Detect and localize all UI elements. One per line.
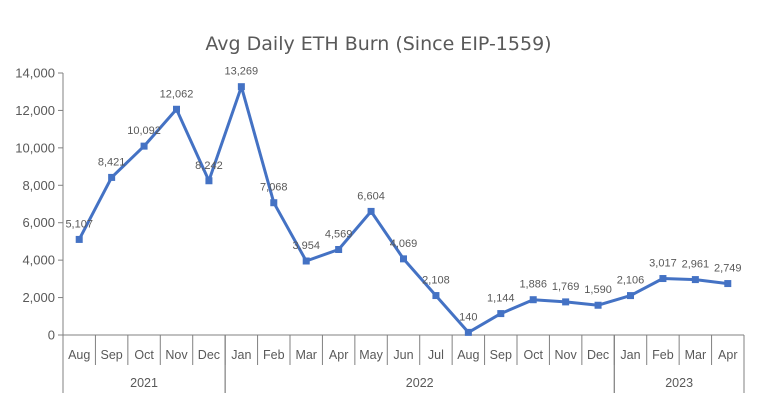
data-label: 140 <box>459 311 477 323</box>
x-tick-label: Jul <box>428 348 444 362</box>
x-tick-label: Apr <box>329 348 348 362</box>
data-marker <box>594 301 602 309</box>
data-marker <box>108 173 116 181</box>
x-tick-label: Mar <box>685 348 707 362</box>
data-marker <box>432 292 440 300</box>
x-tick-label: Jan <box>231 348 251 362</box>
y-tick-label: 4,000 <box>22 253 55 268</box>
x-tick-label: Nov <box>165 348 188 362</box>
data-marker <box>497 310 505 318</box>
x-tick-label: Dec <box>198 348 220 362</box>
data-label: 5,107 <box>65 218 93 230</box>
x-tick-label: Sep <box>490 348 512 362</box>
data-label: 2,108 <box>422 275 450 287</box>
x-tick-label: Oct <box>134 348 154 362</box>
x-tick-label: May <box>359 348 383 362</box>
x-tick-label: Aug <box>68 348 90 362</box>
data-label: 12,062 <box>160 88 194 100</box>
chart-title: Avg Daily ETH Burn (Since EIP-1559) <box>205 33 552 55</box>
x-tick-label: Oct <box>523 348 543 362</box>
data-label: 10,092 <box>127 125 161 137</box>
data-marker <box>237 83 245 91</box>
data-label: 6,604 <box>357 190 385 202</box>
data-label: 4,069 <box>390 238 418 250</box>
data-label: 2,106 <box>617 275 645 287</box>
y-tick-label: 14,000 <box>15 66 55 81</box>
data-label: 8,242 <box>195 160 223 172</box>
data-marker <box>464 328 472 336</box>
x-tick-label: Mar <box>295 348 317 362</box>
x-tick-label: Aug <box>457 348 479 362</box>
x-tick-label: Nov <box>555 348 578 362</box>
data-marker <box>205 177 213 185</box>
data-marker <box>529 296 537 304</box>
y-tick-label: 6,000 <box>22 215 55 230</box>
x-tick-label: Feb <box>263 348 285 362</box>
x-tick-label: Jun <box>393 348 413 362</box>
data-marker <box>724 280 732 288</box>
data-marker <box>659 275 667 283</box>
data-label: 3,017 <box>649 258 677 270</box>
data-marker <box>400 255 407 263</box>
y-tick-label: 2,000 <box>22 290 55 305</box>
y-tick-label: 10,000 <box>15 140 55 155</box>
data-label: 1,886 <box>519 279 547 291</box>
data-label: 1,590 <box>584 284 612 296</box>
data-label: 7,068 <box>260 182 288 194</box>
data-label: 1,769 <box>552 281 580 293</box>
data-marker <box>140 142 148 150</box>
data-label: 8,421 <box>98 156 126 168</box>
x-group-label: 2022 <box>406 376 434 390</box>
data-marker <box>75 235 83 243</box>
x-tick-label: Jan <box>620 348 640 362</box>
data-label: 2,749 <box>714 263 742 275</box>
data-label: 1,144 <box>487 293 515 305</box>
data-label: 4,569 <box>325 228 353 240</box>
x-tick-label: Apr <box>718 348 737 362</box>
data-marker <box>173 105 180 113</box>
x-tick-label: Feb <box>652 348 674 362</box>
data-marker <box>335 245 343 253</box>
x-group-label: 2023 <box>665 376 693 390</box>
y-tick-label: 8,000 <box>22 178 55 193</box>
x-tick-label: Dec <box>587 348 609 362</box>
x-group-label: 2021 <box>130 376 158 390</box>
data-marker <box>691 276 699 284</box>
data-marker <box>627 292 634 300</box>
data-label: 2,961 <box>682 259 710 271</box>
y-tick-label: 12,000 <box>15 103 55 118</box>
x-tick-label: Sep <box>101 348 123 362</box>
data-marker <box>302 257 310 265</box>
data-label: 3,954 <box>292 240 320 252</box>
data-marker <box>562 298 570 306</box>
data-marker <box>270 199 278 207</box>
data-label: 13,269 <box>225 66 259 78</box>
data-marker <box>367 207 375 215</box>
y-tick-label: 0 <box>48 328 55 343</box>
